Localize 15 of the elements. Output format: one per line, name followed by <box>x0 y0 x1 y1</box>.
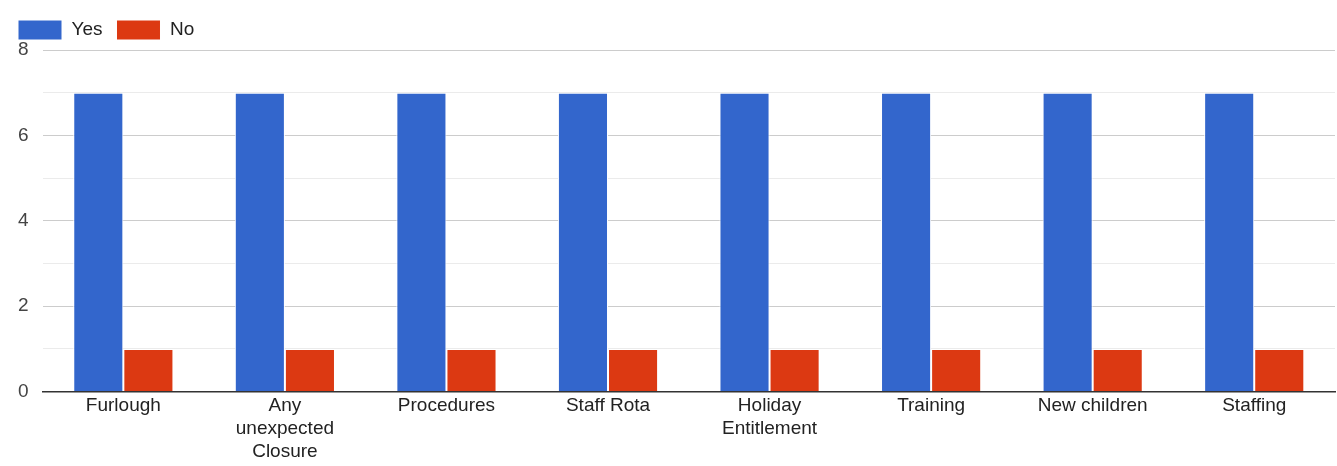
y-tick-label: 2 <box>17 294 29 316</box>
x-tick-label: Procedures <box>397 394 496 416</box>
legend-label: No <box>170 18 195 40</box>
x-tick-label: Furlough <box>85 394 161 416</box>
x-tick-label: Any unexpected Closure <box>235 394 335 461</box>
x-tick-label: Holiday Entitlement <box>722 394 818 439</box>
x-tick-label: Training <box>897 394 966 416</box>
legend-label: Yes <box>71 18 103 40</box>
y-tick-label: 4 <box>17 209 29 231</box>
x-tick-label: Staffing <box>1222 394 1287 416</box>
x-tick-label: Staff Rota <box>565 394 651 416</box>
y-tick-label: 0 <box>17 379 29 401</box>
y-tick-label: 6 <box>17 123 29 145</box>
x-tick-label: New children <box>1037 394 1148 416</box>
y-tick-label: 8 <box>17 38 29 60</box>
